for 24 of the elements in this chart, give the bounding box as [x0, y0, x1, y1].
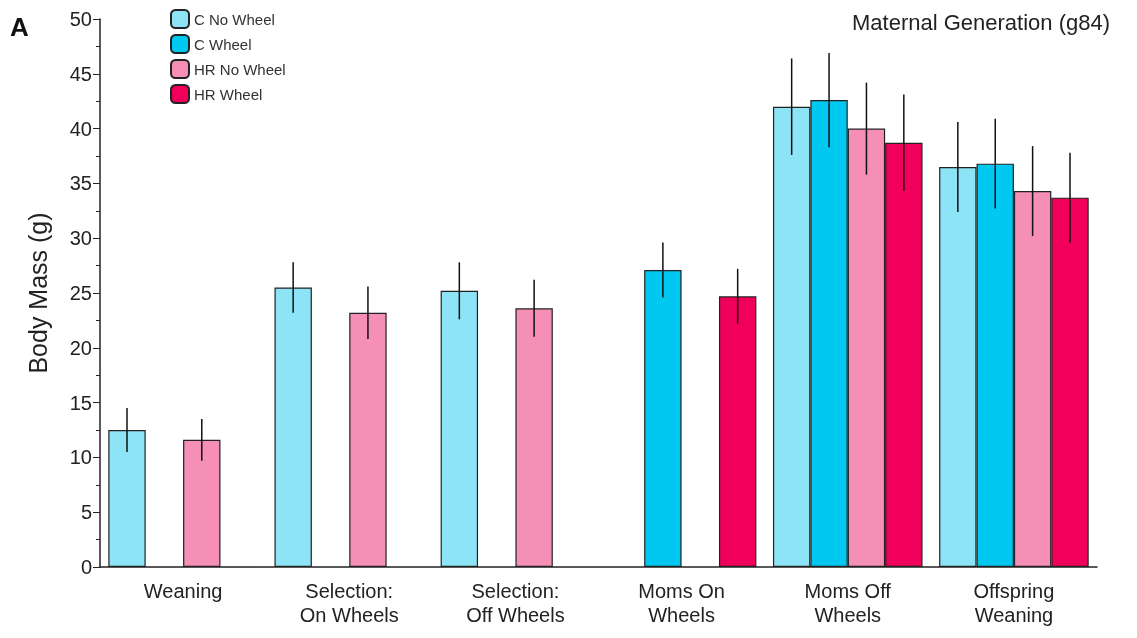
y-tick-label: 25 — [69, 282, 92, 304]
x-tick-label: Selection: Off Wheels — [466, 580, 565, 626]
y-tick-label: 10 — [69, 446, 92, 469]
text: A — [10, 12, 29, 42]
y-axis-title: Body Mass (g) — [23, 212, 52, 374]
legend-label: HR No Wheel — [194, 60, 286, 78]
y-tick-label: 50 — [69, 8, 92, 30]
y-tick-label: 0 — [80, 556, 92, 578]
y-tick-label: 35 — [69, 172, 92, 195]
x-tick-label: Selection: On Wheels — [299, 580, 399, 626]
y-tick-label: 20 — [69, 336, 92, 359]
y-tick-label: 40 — [69, 117, 92, 140]
chart-title: Maternal Generation (g84) — [851, 9, 1110, 35]
y-tick-label: 30 — [69, 227, 92, 250]
legend-label: C No Wheel — [194, 10, 275, 28]
x-tick-label: Moms On Wheels — [638, 580, 725, 626]
y-tick-label: 15 — [69, 391, 92, 414]
legend-label: C Wheel — [194, 35, 252, 53]
x-tick-label: Offspring Weaning — [973, 580, 1055, 626]
x-tick-label: Moms Off Wheels — [804, 580, 892, 626]
y-tick-label: 45 — [69, 62, 92, 85]
x-tick-label: Weaning — [143, 580, 223, 602]
legend-label: HR Wheel — [194, 85, 263, 103]
y-tick-label: 5 — [80, 501, 92, 524]
